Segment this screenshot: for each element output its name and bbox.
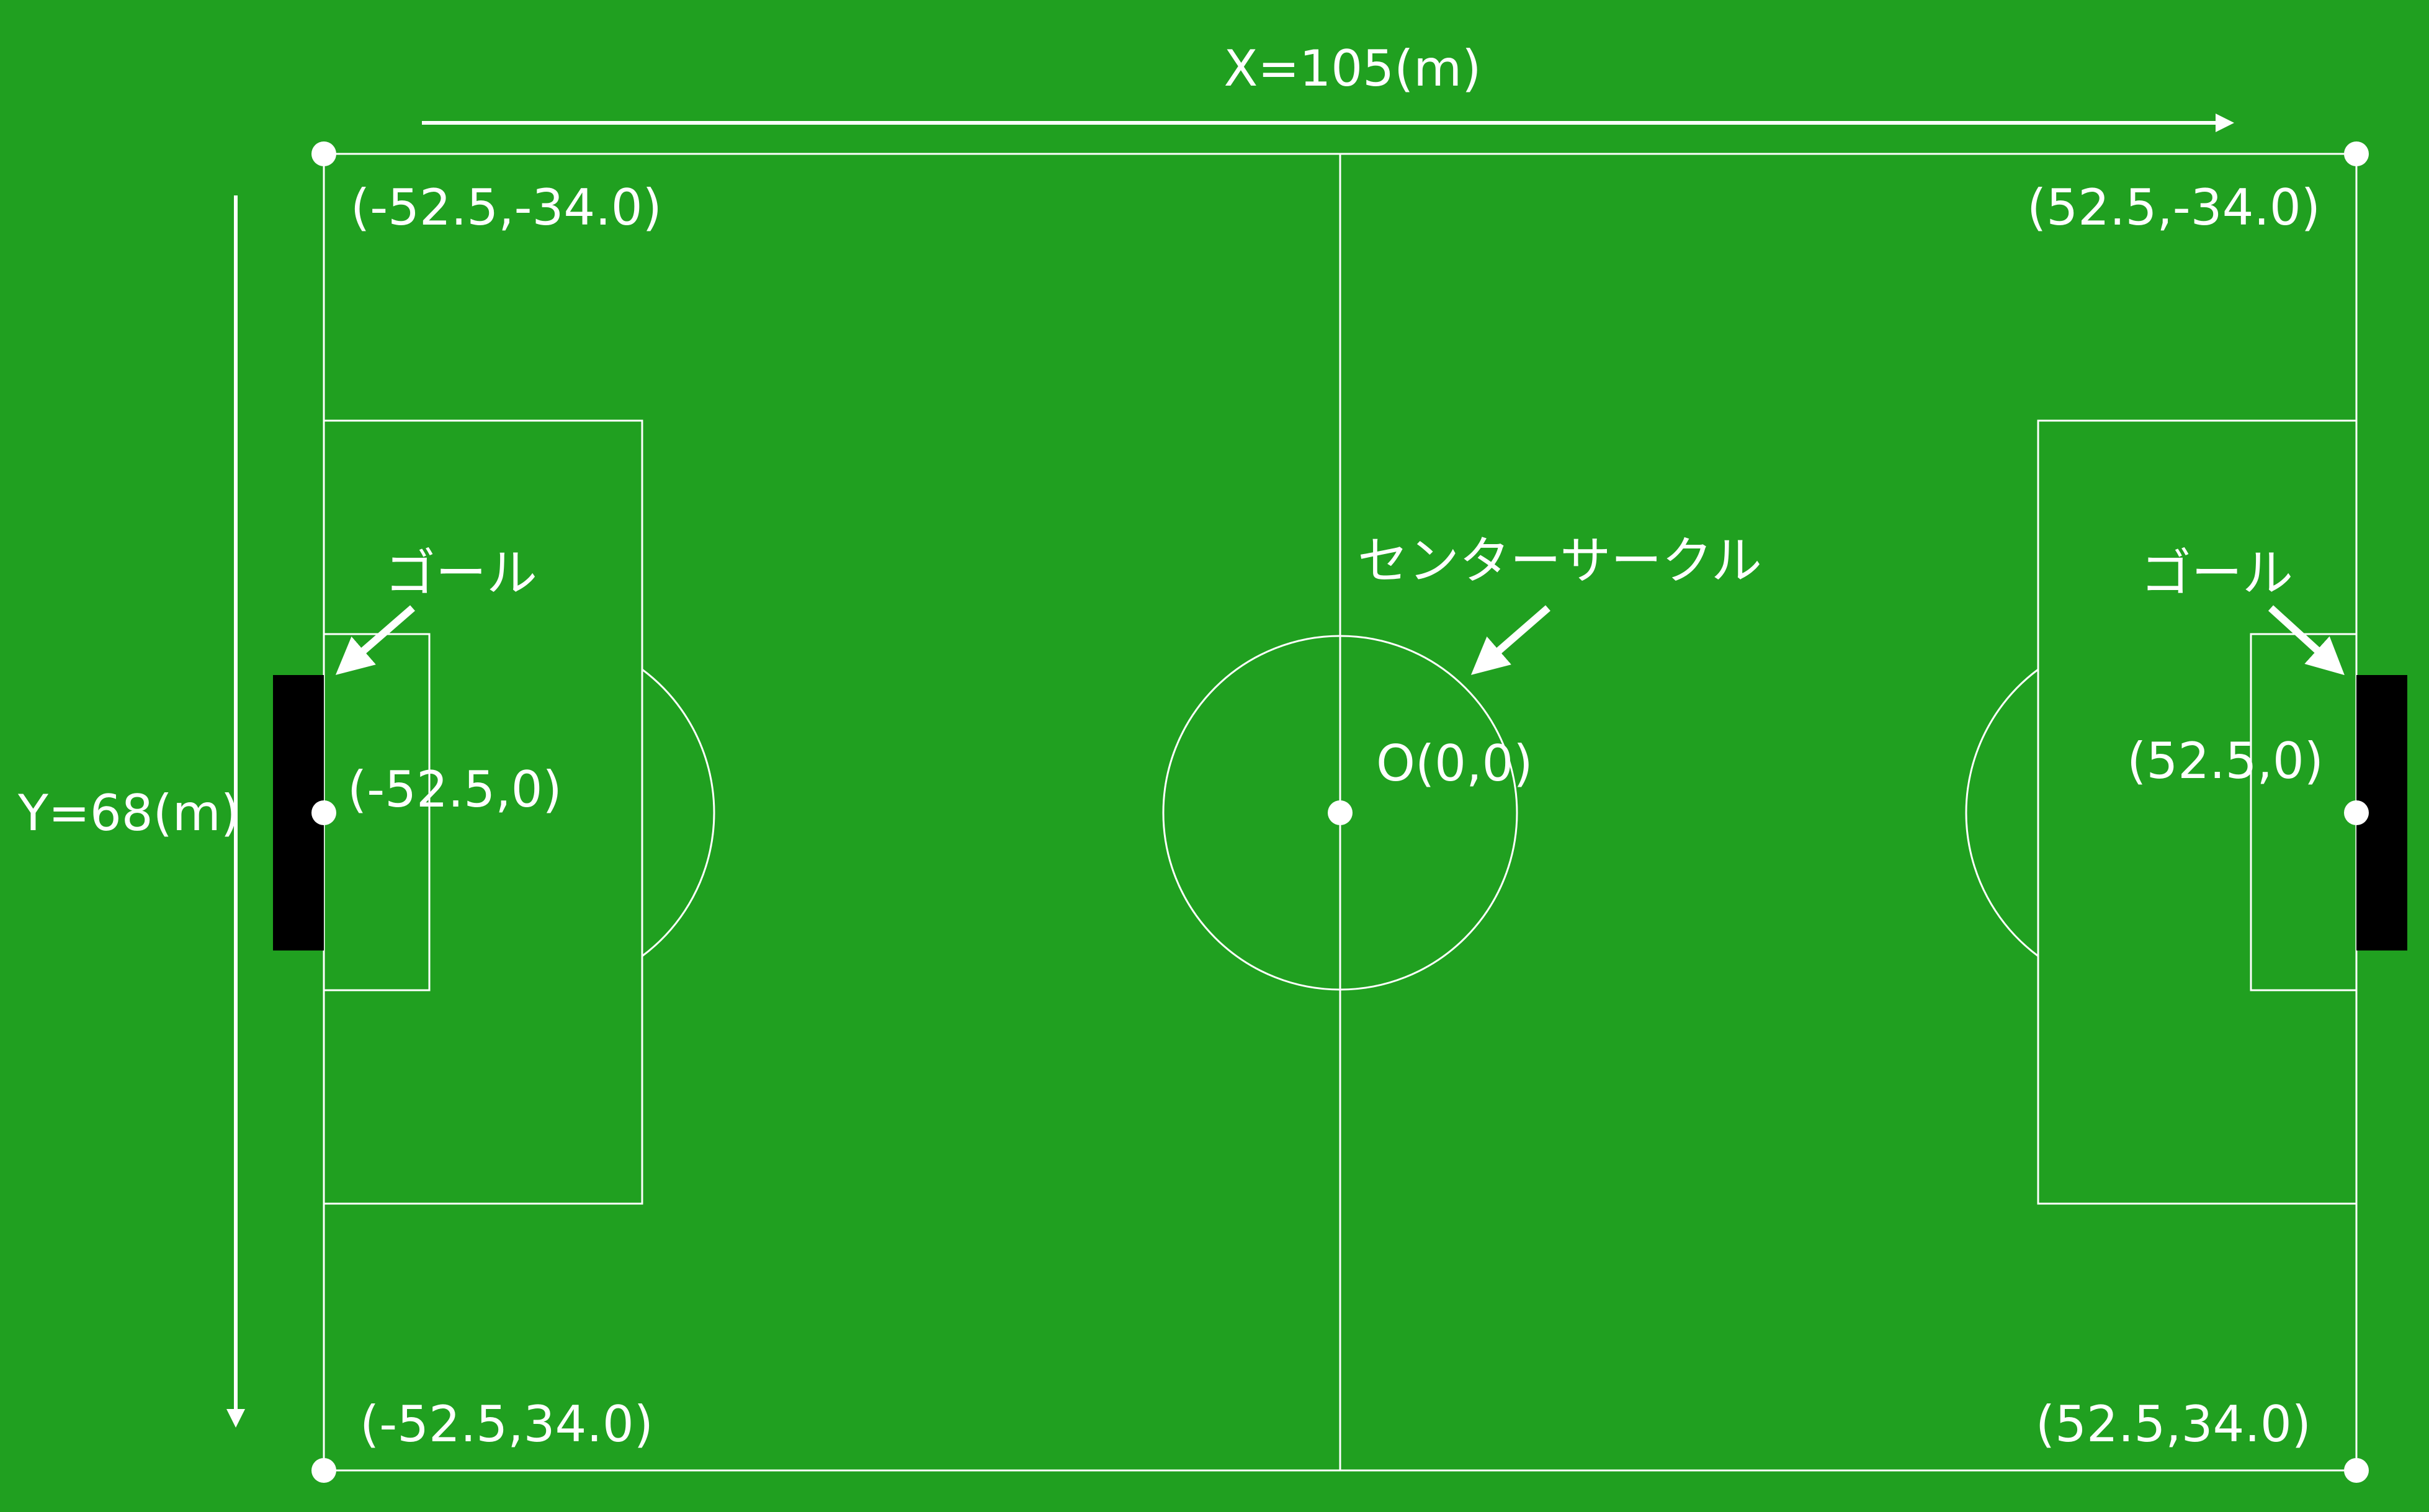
- coord-label-goal-left: (-52.5,0): [347, 761, 562, 818]
- coord-label-corner-top-left: (-52.5,-34.0): [351, 179, 662, 236]
- coord-label-center: O(0,0): [1376, 735, 1533, 792]
- goal-left-label: ゴール: [385, 544, 537, 603]
- penalty-arc-left: [642, 668, 715, 957]
- point-dot-corner-top-left: [311, 141, 336, 166]
- center-circle-label: センターサークル: [1358, 532, 1762, 591]
- point-dot-corner-top-right: [2344, 141, 2369, 166]
- marked-points: [311, 141, 2369, 1483]
- point-dot-center: [1328, 800, 1353, 825]
- goal-right-pointer-arrow: [2268, 605, 2345, 676]
- point-dot-goal-left: [311, 800, 336, 825]
- x-axis-label: X=105(m): [1224, 40, 1482, 97]
- point-dot-goal-right: [2344, 800, 2369, 825]
- goal-area-right: [2250, 633, 2358, 991]
- goal-left-pointer-arrow: [335, 605, 415, 675]
- penalty-arc-right: [1965, 668, 2039, 957]
- center-circle-pointer-arrow: [1470, 605, 1550, 675]
- coord-label-corner-top-right: (52.5,-34.0): [2027, 179, 2320, 236]
- penalty-area-right: [2037, 419, 2358, 1205]
- point-dot-corner-bottom-left: [311, 1458, 336, 1483]
- coord-label-corner-bottom-left: (-52.5,34.0): [360, 1395, 653, 1453]
- center-circle: [1162, 635, 1518, 991]
- y-axis-label: Y=68(m): [17, 784, 240, 842]
- goal-right-label: ゴール: [2140, 544, 2293, 603]
- coord-label-goal-right: (52.5,0): [2127, 732, 2324, 790]
- point-dot-corner-bottom-right: [2344, 1458, 2369, 1483]
- coord-label-corner-bottom-right: (52.5,34.0): [2036, 1395, 2311, 1453]
